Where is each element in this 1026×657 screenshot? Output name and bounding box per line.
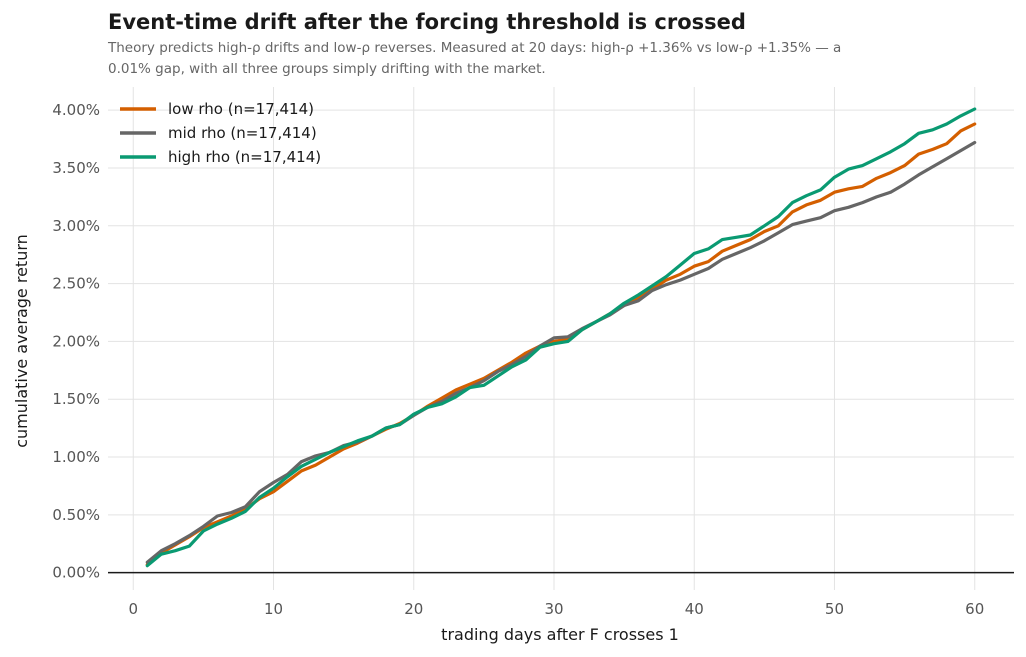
x-tick-label: 20 [404, 600, 423, 618]
legend-label-1: low rho (n=17,414) [168, 100, 314, 118]
y-tick-label: 2.50% [52, 275, 100, 293]
series-line-1 [145, 122, 977, 567]
legend: low rho (n=17,414) mid rho (n=17,414) high… [120, 100, 321, 166]
y-tick-label: 0.00% [52, 564, 100, 582]
legend-label-3: high rho (n=17,414) [168, 148, 321, 166]
x-tick-label: 60 [965, 600, 984, 618]
y-tick-label: 2.00% [52, 332, 100, 350]
series-line-2 [145, 140, 977, 564]
x-tick-label: 50 [825, 600, 844, 618]
x-tick-label: 40 [685, 600, 704, 618]
y-tick-label: 1.00% [52, 448, 100, 466]
y-tick-label: 0.50% [52, 506, 100, 524]
y-tick-label: 4.00% [52, 101, 100, 119]
y-tick-label: 3.50% [52, 159, 100, 177]
y-tick-label: 1.50% [52, 390, 100, 408]
y-axis-ticks: 0.00% 0.50% 1.00% 1.50% 2.00% 2.50% 3.00% 3.50%… [52, 101, 100, 582]
chart-subtitle-line-2: 0.01% gap, with all three groups simply … [108, 61, 546, 77]
series-line-3 [145, 107, 977, 568]
legend-label-2: mid rho (n=17,414) [168, 124, 317, 142]
y-tick-label: 3.00% [52, 217, 100, 235]
series-lines [145, 107, 977, 568]
x-axis-label: trading days after F crosses 1 [441, 625, 679, 644]
x-axis-ticks: 0 10 20 30 40 50 60 [128, 600, 984, 618]
chart-subtitle-line-1: Theory predicts high-ρ drifts and low-ρ … [107, 40, 841, 56]
x-tick-label: 0 [128, 600, 138, 618]
x-tick-label: 30 [544, 600, 563, 618]
x-tick-label: 10 [264, 600, 283, 618]
chart-title: Event-time drift after the forcing thres… [108, 10, 746, 34]
y-axis-label: cumulative average return [12, 234, 31, 448]
